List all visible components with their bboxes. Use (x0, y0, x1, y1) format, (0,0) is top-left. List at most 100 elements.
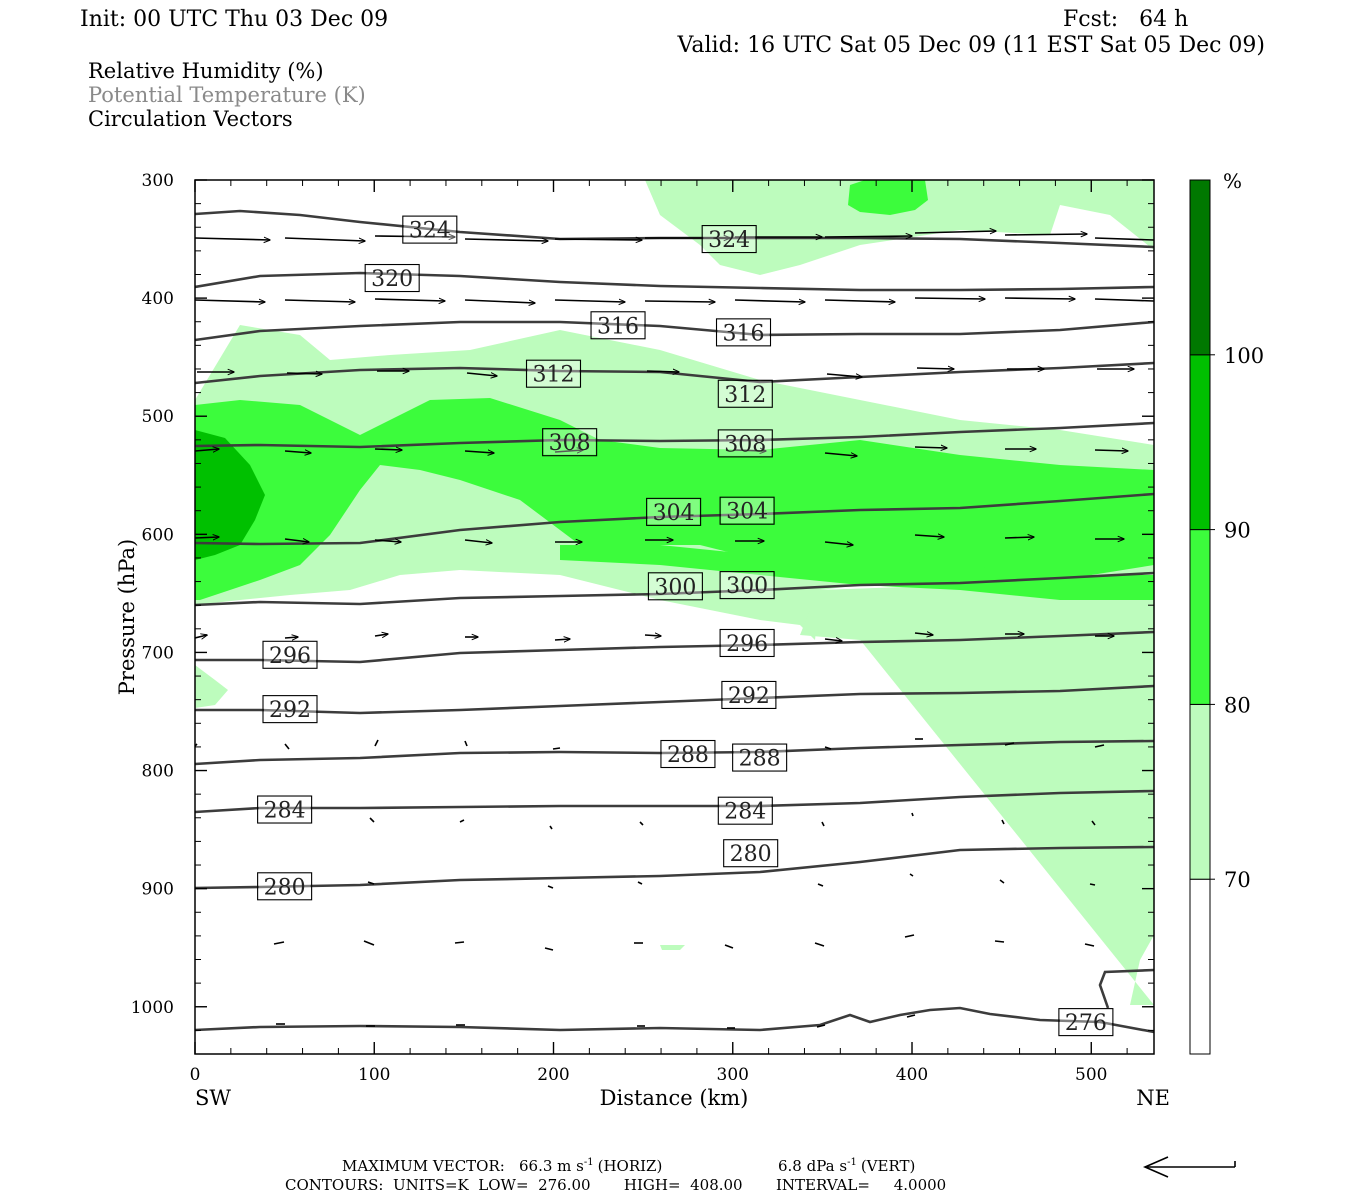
vector (909, 873, 914, 877)
vector (195, 537, 219, 538)
colorbar-segment (1189, 878, 1211, 1055)
y-tick-label: 400 (142, 289, 174, 309)
max-vector-horiz: 66.3 m s-1 (HORIZ) (519, 1157, 662, 1175)
theta-contour-label-316: 316 (715, 318, 772, 347)
theta-contour-label-316: 316 (590, 311, 646, 340)
vector (195, 300, 265, 302)
vector (914, 447, 947, 448)
svg-text:292: 292 (269, 698, 311, 723)
theta-contour-label-280: 280 (723, 839, 779, 868)
vector (554, 639, 570, 640)
vector (817, 883, 824, 887)
max-vector-label: MAXIMUM VECTOR: (342, 1157, 505, 1175)
rh-band-70-80-left-blob (195, 665, 228, 708)
rh-band-70-80-right (820, 570, 1154, 1005)
svg-text:284: 284 (724, 800, 766, 825)
theta-contour-label-288: 288 (732, 743, 788, 772)
vector (1094, 237, 1154, 241)
rh-band-80-90-lower (560, 545, 1154, 600)
colorbar-segment (1189, 354, 1211, 531)
theta-contour-labels: 276 280 280 284 284 288 288 292 292 296 296 300 300 3… (257, 215, 1114, 1037)
vector (374, 299, 445, 301)
vector (824, 746, 832, 750)
theta-contour-label-320: 320 (364, 263, 420, 293)
svg-text:304: 304 (653, 501, 695, 526)
y-tick-label: 700 (142, 643, 174, 663)
vector (374, 540, 401, 542)
theta-contour-label-304: 304 (719, 496, 775, 525)
vector (914, 231, 996, 233)
x-end-left: SW (195, 1086, 231, 1110)
y-axis: 300 400 500 600 700 800 900 1000 (131, 171, 1154, 1031)
svg-text:300: 300 (726, 574, 768, 599)
theta-line-296 (195, 630, 1154, 664)
vector (1001, 819, 1005, 825)
y-tick-label: 800 (142, 762, 174, 782)
svg-text:312: 312 (724, 383, 766, 408)
y-tick-label: 500 (142, 407, 174, 427)
vector (363, 940, 375, 946)
vector (554, 300, 625, 302)
vector (466, 373, 497, 376)
max-vector-vert: 6.8 dPa s-1 (VERT) (778, 1157, 915, 1175)
svg-text:320: 320 (371, 267, 413, 292)
rh-band-80-90 (195, 398, 1154, 600)
x-axis: 0 100 200 300 400 500 (190, 180, 1128, 1085)
x-end-right: NE (1136, 1086, 1170, 1110)
vector (1094, 298, 1154, 302)
colorbar-label: 70 (1224, 868, 1251, 892)
init-time: Init: 00 UTC Thu 03 Dec 09 (80, 7, 388, 32)
vector (1094, 744, 1105, 748)
colorbar-label: 100 (1224, 344, 1264, 368)
svg-text:316: 316 (723, 321, 765, 346)
vector (637, 881, 643, 885)
theta-line-280 (195, 845, 1154, 890)
vector (374, 634, 388, 636)
theta-contour-label-312: 312 (717, 379, 773, 408)
x-tick-label: 400 (896, 1065, 928, 1085)
rh-band-90-100 (195, 430, 265, 560)
svg-text:312: 312 (533, 363, 575, 388)
footer: MAXIMUM VECTOR: 66.3 m s-1 (HORIZ) 6.8 dP… (285, 1156, 1236, 1194)
vector (824, 300, 895, 302)
theta-line-304 (195, 492, 1154, 546)
theta-line-308 (195, 421, 1154, 449)
vector (374, 449, 402, 450)
vector (273, 941, 285, 945)
vector (1004, 234, 1087, 235)
vector (904, 934, 915, 938)
vector (724, 944, 734, 949)
vector (552, 747, 561, 750)
y-tick-label: 1000 (131, 998, 174, 1018)
theta-contour-label-288: 288 (660, 739, 716, 769)
x-tick-label: 100 (358, 1065, 390, 1085)
vector (549, 825, 553, 830)
vector (464, 239, 548, 241)
theta-line-288 (195, 739, 1154, 766)
vector (1084, 943, 1095, 947)
svg-text:300: 300 (654, 575, 696, 600)
vector (374, 739, 379, 747)
theta-contour-label-324: 324 (701, 225, 757, 254)
rh-band-70-80-top (645, 180, 1154, 275)
theta-contour-label-300: 300 (647, 572, 703, 601)
vector (547, 885, 554, 889)
theta-contour-label-300: 300 (719, 571, 775, 600)
colorbar-segment (1189, 703, 1211, 880)
theta-contour-label-308: 308 (542, 428, 598, 457)
theta-line-284 (195, 789, 1154, 814)
theta-contour-label-296: 296 (262, 640, 318, 669)
vector (367, 881, 375, 885)
y-tick-label: 900 (142, 880, 174, 900)
vector (195, 449, 219, 451)
vector (914, 633, 933, 635)
colorbar-label: 90 (1224, 519, 1251, 543)
vector (816, 1024, 826, 1028)
theta-line-276-upper (1098, 968, 1154, 1009)
vector (195, 635, 207, 638)
forecast-hour: Fcst: 64 h (1063, 7, 1188, 32)
relative-humidity-fill (195, 180, 1154, 1005)
rh-band-80-90-top (848, 180, 928, 215)
y-axis-label: Pressure (hPa) (115, 539, 139, 695)
vector (1004, 742, 1015, 746)
